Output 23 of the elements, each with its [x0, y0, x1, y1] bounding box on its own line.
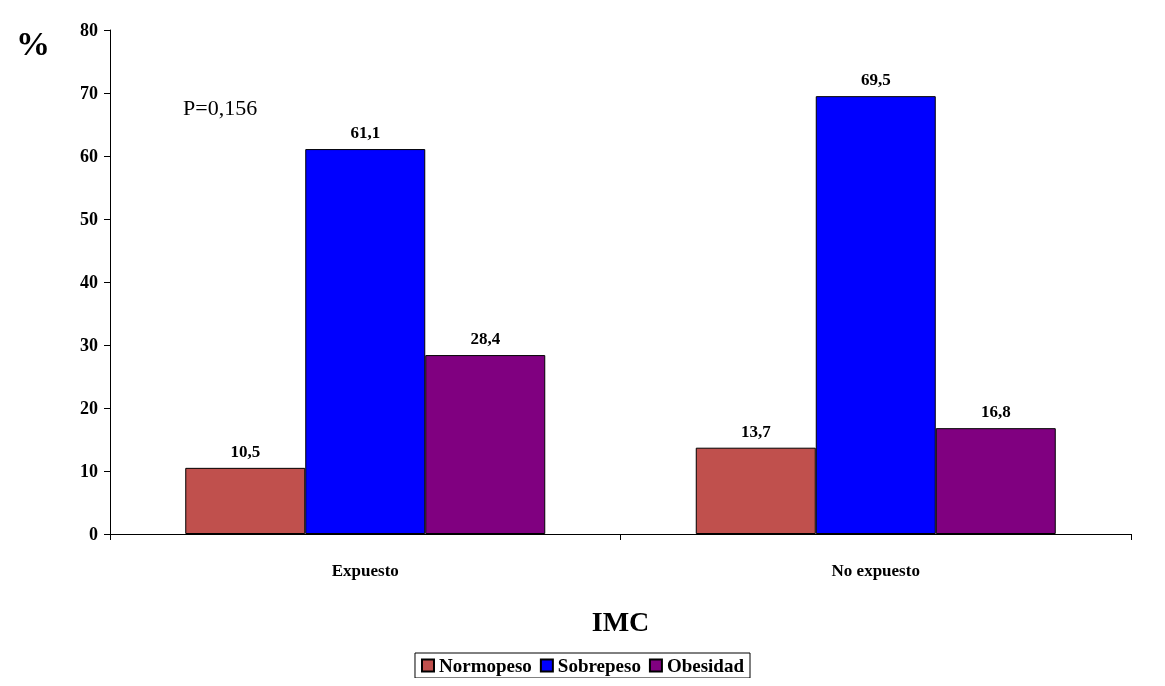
data-label: 16,8 — [980, 402, 1011, 422]
y-tick-label: 30 — [80, 335, 98, 355]
y-tick-label: 20 — [80, 398, 98, 418]
y-tick-label: 10 — [80, 461, 98, 481]
y-axis-title: % — [16, 24, 50, 62]
y-tick-label: 50 — [80, 209, 98, 229]
y-tick-label: 40 — [80, 272, 98, 292]
y-tick-label: 60 — [80, 146, 98, 166]
x-axis-title: IMC — [591, 605, 650, 637]
data-label: 69,5 — [860, 70, 891, 90]
y-tick-label: 80 — [80, 20, 98, 40]
annotation: P=0,156 — [183, 94, 258, 120]
data-label: 61,1 — [350, 123, 381, 143]
y-tick-label: 70 — [80, 83, 98, 103]
x-tick-label: Expuesto — [331, 561, 399, 580]
y-tick-label: 0 — [89, 524, 98, 544]
data-label: 10,5 — [230, 441, 261, 461]
data-label: 28,4 — [470, 329, 501, 349]
legend-label: Obesidad — [666, 655, 745, 676]
x-tick-label: No expuesto — [831, 561, 920, 580]
legend-label: Normopeso — [438, 655, 532, 676]
data-label: 13,7 — [740, 421, 772, 441]
legend-label: Sobrepeso — [557, 655, 641, 676]
